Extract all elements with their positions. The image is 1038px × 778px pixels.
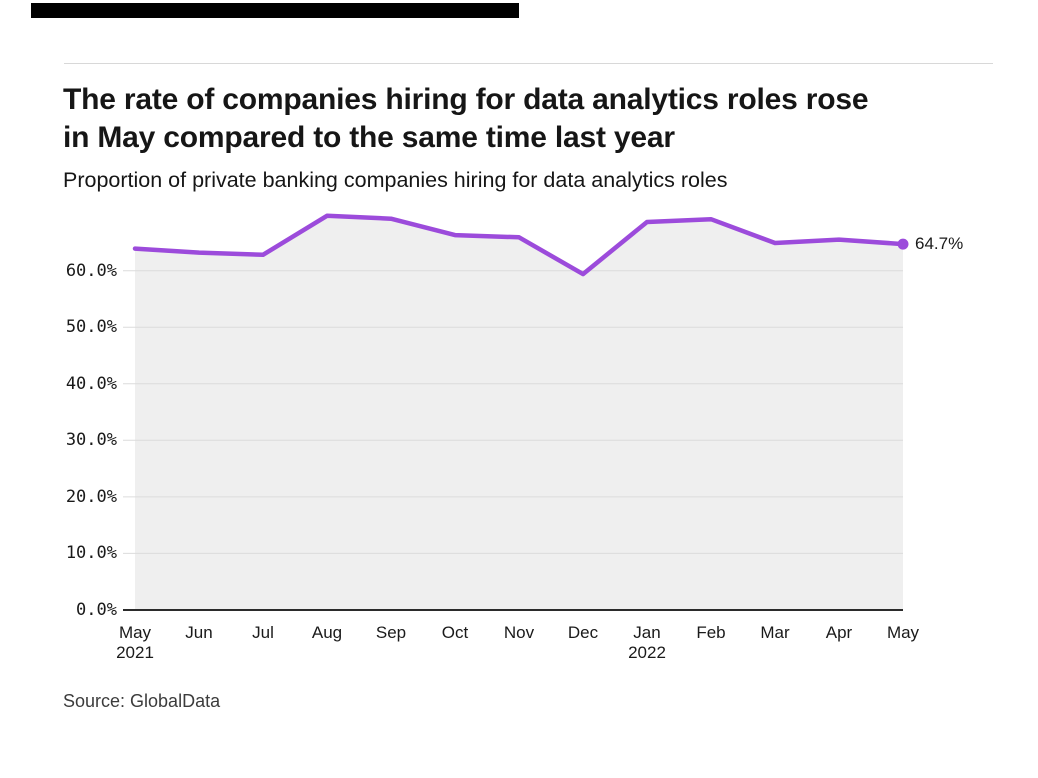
x-tick-month: Nov [503,623,535,642]
x-tick-label: May [871,623,935,643]
x-tick-label: Apr [807,623,871,643]
end-point-label: 64.7% [915,234,964,254]
x-tick-month: Sep [375,623,407,642]
x-tick-label: Jan 2022 [615,623,679,663]
source-attribution: Source: GlobalData [63,691,221,711]
x-tick-month: May [886,623,920,642]
x-tick-month: Mar [760,623,790,642]
x-tick-month: Apr [825,623,853,642]
x-tick-label: Jul [231,623,295,643]
page-title-line-1: The rate of companies hiring for data an… [63,83,869,116]
y-tick-label: 30.0% [65,430,117,451]
x-tick-year: 2021 [116,643,154,662]
x-tick-month: Aug [311,623,343,642]
x-tick-label: Nov [487,623,551,643]
data-line [132,213,906,277]
chart-subtitle: Proportion of private banking companies … [63,168,728,192]
y-tick-label: 60.0% [65,260,117,281]
x-tick-label: Feb [679,623,743,643]
x-tick-label: Mar [743,623,807,643]
y-tick-label: 50.0% [65,317,117,338]
x-tick-month: Jan [633,623,661,642]
area-fill [135,215,903,611]
x-tick-label: Sep [359,623,423,643]
y-tick-label: 0.0% [76,600,117,620]
x-tick-month: Jul [252,623,274,642]
page-title: The rate of companies hiring for data an… [63,81,993,157]
page-title-line-2: in May compared to the same time last ye… [63,121,675,154]
x-tick-month: Feb [696,623,726,642]
x-tick-label: Dec [551,623,615,643]
x-tick-month: May [118,623,152,642]
y-tick-label: 20.0% [65,486,117,507]
end-point-marker [897,238,909,250]
x-tick-label: Jun [167,623,231,643]
x-tick-year: 2022 [628,643,666,662]
y-tick-label: 10.0% [65,543,117,564]
x-tick-month: Dec [567,623,599,642]
brand-bar [31,3,519,18]
x-tick-label: May 2021 [103,623,167,663]
top-divider-line [64,63,993,64]
x-tick-label: Aug [295,623,359,643]
x-tick-label: Oct [423,623,487,643]
y-tick-label: 40.0% [65,373,117,394]
x-tick-month: Jun [185,623,213,642]
x-tick-month: Oct [441,623,469,642]
